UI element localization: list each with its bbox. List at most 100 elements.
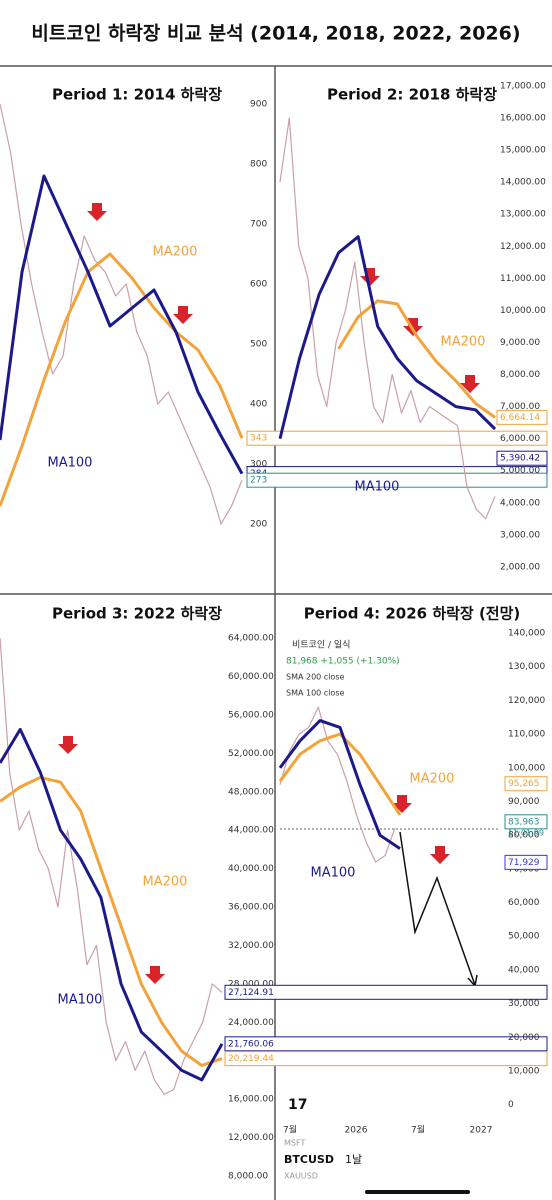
price-label-box xyxy=(496,409,548,425)
x-tick-label: 2027 xyxy=(470,1126,493,1136)
y-tick-label: 17,000.00 xyxy=(500,81,546,91)
toolbar-item: BTCUSD xyxy=(284,1153,334,1166)
y-tick-label: 10,000.00 xyxy=(500,306,546,316)
y-tick-label: 60,000.00 xyxy=(228,672,274,682)
y-tick-label: 50,000 xyxy=(508,932,540,942)
y-tick-label: 90,000 xyxy=(508,797,540,807)
y-tick-label: 500 xyxy=(250,340,267,350)
chart-header: 81,968 +1,055 (+1.30%) xyxy=(286,657,400,667)
page-title: 비트코인 하락장 비교 분석 (2014, 2018, 2022, 2026) xyxy=(31,23,520,45)
y-tick-label: 900 xyxy=(250,100,267,110)
price-label: 5,390.42 xyxy=(500,454,540,464)
price-label: 95,265 xyxy=(508,779,540,789)
y-tick-label: 15,000.00 xyxy=(500,146,546,156)
price-label: 21,760.06 xyxy=(228,1039,274,1049)
y-tick-label: 32,000.00 xyxy=(228,941,274,951)
y-tick-label: 40,000 xyxy=(508,965,540,975)
price-label: 20,219.44 xyxy=(228,1054,274,1064)
ma-line xyxy=(0,252,244,507)
y-tick-label: 3,000.00 xyxy=(500,530,540,540)
series-label: MA100 xyxy=(48,456,93,471)
y-tick-label: 13,000.00 xyxy=(500,210,546,220)
y-tick-label: 140,000 xyxy=(508,629,545,639)
ma-line xyxy=(337,299,496,419)
price-label-box xyxy=(504,814,548,830)
x-tick-label: 7월 xyxy=(411,1124,425,1136)
price-label-box xyxy=(224,984,548,1000)
y-tick-label: 28,000.00 xyxy=(228,979,274,989)
y-tick-label: 11,000.00 xyxy=(500,274,546,284)
price-label: 273 xyxy=(250,476,267,486)
series-label: MA100 xyxy=(355,480,400,495)
y-tick-label: 36,000.00 xyxy=(228,903,274,913)
chart-title: Period 2: 2018 하락장 xyxy=(327,86,497,104)
price-label-box xyxy=(224,1051,548,1067)
price-label: 343 xyxy=(250,434,267,444)
y-tick-label: 5,000.00 xyxy=(500,466,540,476)
ma-line xyxy=(278,732,402,816)
chart-header: 비트코인 / 일식 xyxy=(292,640,350,651)
price-label: 83,963 xyxy=(508,817,540,827)
y-tick-label: 64,000.00 xyxy=(228,634,274,644)
ma-line xyxy=(278,719,401,850)
y-tick-label: 2,000.00 xyxy=(500,562,540,572)
price-label: 27,124.91 xyxy=(228,988,274,998)
y-tick-label: 56,000.00 xyxy=(228,710,274,720)
y-tick-label: 4,000.00 xyxy=(500,498,540,508)
y-tick-label: 14,000.00 xyxy=(500,178,546,188)
y-tick-label: 40,000.00 xyxy=(228,864,274,874)
toolbar-item: MSFT xyxy=(284,1139,305,1148)
y-tick-label: 16,000.00 xyxy=(228,1095,274,1105)
y-tick-label: 100,000 xyxy=(508,763,545,773)
series-label: MA200 xyxy=(143,875,188,890)
y-tick-label: 12,000.00 xyxy=(500,242,546,252)
y-tick-label: 16,000.00 xyxy=(500,114,546,124)
y-tick-label: 200 xyxy=(250,520,267,530)
y-tick-label: 700 xyxy=(250,220,267,230)
toolbar-item: XAUUSD xyxy=(284,1172,318,1181)
chart-title: Period 1: 2014 하락장 xyxy=(52,86,222,104)
x-tick-label: 7월 xyxy=(283,1124,297,1136)
price-label-box xyxy=(504,776,548,792)
y-tick-label: 80,000 xyxy=(508,831,540,841)
series-label: MA200 xyxy=(153,245,198,260)
price-label-box xyxy=(224,1036,548,1052)
y-tick-label: 400 xyxy=(250,400,267,410)
y-tick-label: 800 xyxy=(250,160,267,170)
price-label-box xyxy=(246,472,548,488)
y-tick-label: 60,000 xyxy=(508,898,540,908)
series-label: MA100 xyxy=(58,993,103,1008)
series-label: MA200 xyxy=(441,335,486,350)
y-tick-label: 7,000.00 xyxy=(500,402,540,412)
chart-title: Period 4: 2026 하락장 (전망) xyxy=(304,605,521,623)
y-tick-label: 0 xyxy=(508,1100,514,1110)
y-tick-label: 30,000 xyxy=(508,999,540,1009)
ma-line xyxy=(0,775,223,1067)
y-tick-label: 600 xyxy=(250,280,267,290)
y-tick-label: 20,000 xyxy=(508,1033,540,1043)
y-tick-label: 8,000.00 xyxy=(228,1171,268,1181)
ma-line xyxy=(0,727,224,1082)
y-tick-label: 10,000 xyxy=(508,1066,540,1076)
price-label: 6,664.14 xyxy=(500,413,540,423)
y-tick-label: 9,000.00 xyxy=(500,338,540,348)
logo: 17 xyxy=(288,1097,307,1113)
price-line xyxy=(0,103,243,525)
y-tick-label: 8,000.00 xyxy=(500,370,540,380)
y-tick-label: 130,000 xyxy=(508,662,545,672)
y-tick-label: 24,000.00 xyxy=(228,1018,274,1028)
y-tick-label: 6,000.00 xyxy=(500,434,540,444)
series-label: MA200 xyxy=(410,772,455,787)
y-tick-label: 120,000 xyxy=(508,696,545,706)
y-tick-label: 12,000.00 xyxy=(228,1133,274,1143)
countdown: 11:01:99 xyxy=(508,828,544,837)
price-label-box xyxy=(246,430,548,446)
projection xyxy=(399,831,476,986)
price-label-box xyxy=(504,854,548,870)
chart-title: Period 3: 2022 하락장 xyxy=(52,605,222,623)
price-line xyxy=(279,117,496,520)
y-tick-label: 48,000.00 xyxy=(228,787,274,797)
ma-line xyxy=(278,235,497,440)
x-tick-label: 2026 xyxy=(345,1126,368,1136)
